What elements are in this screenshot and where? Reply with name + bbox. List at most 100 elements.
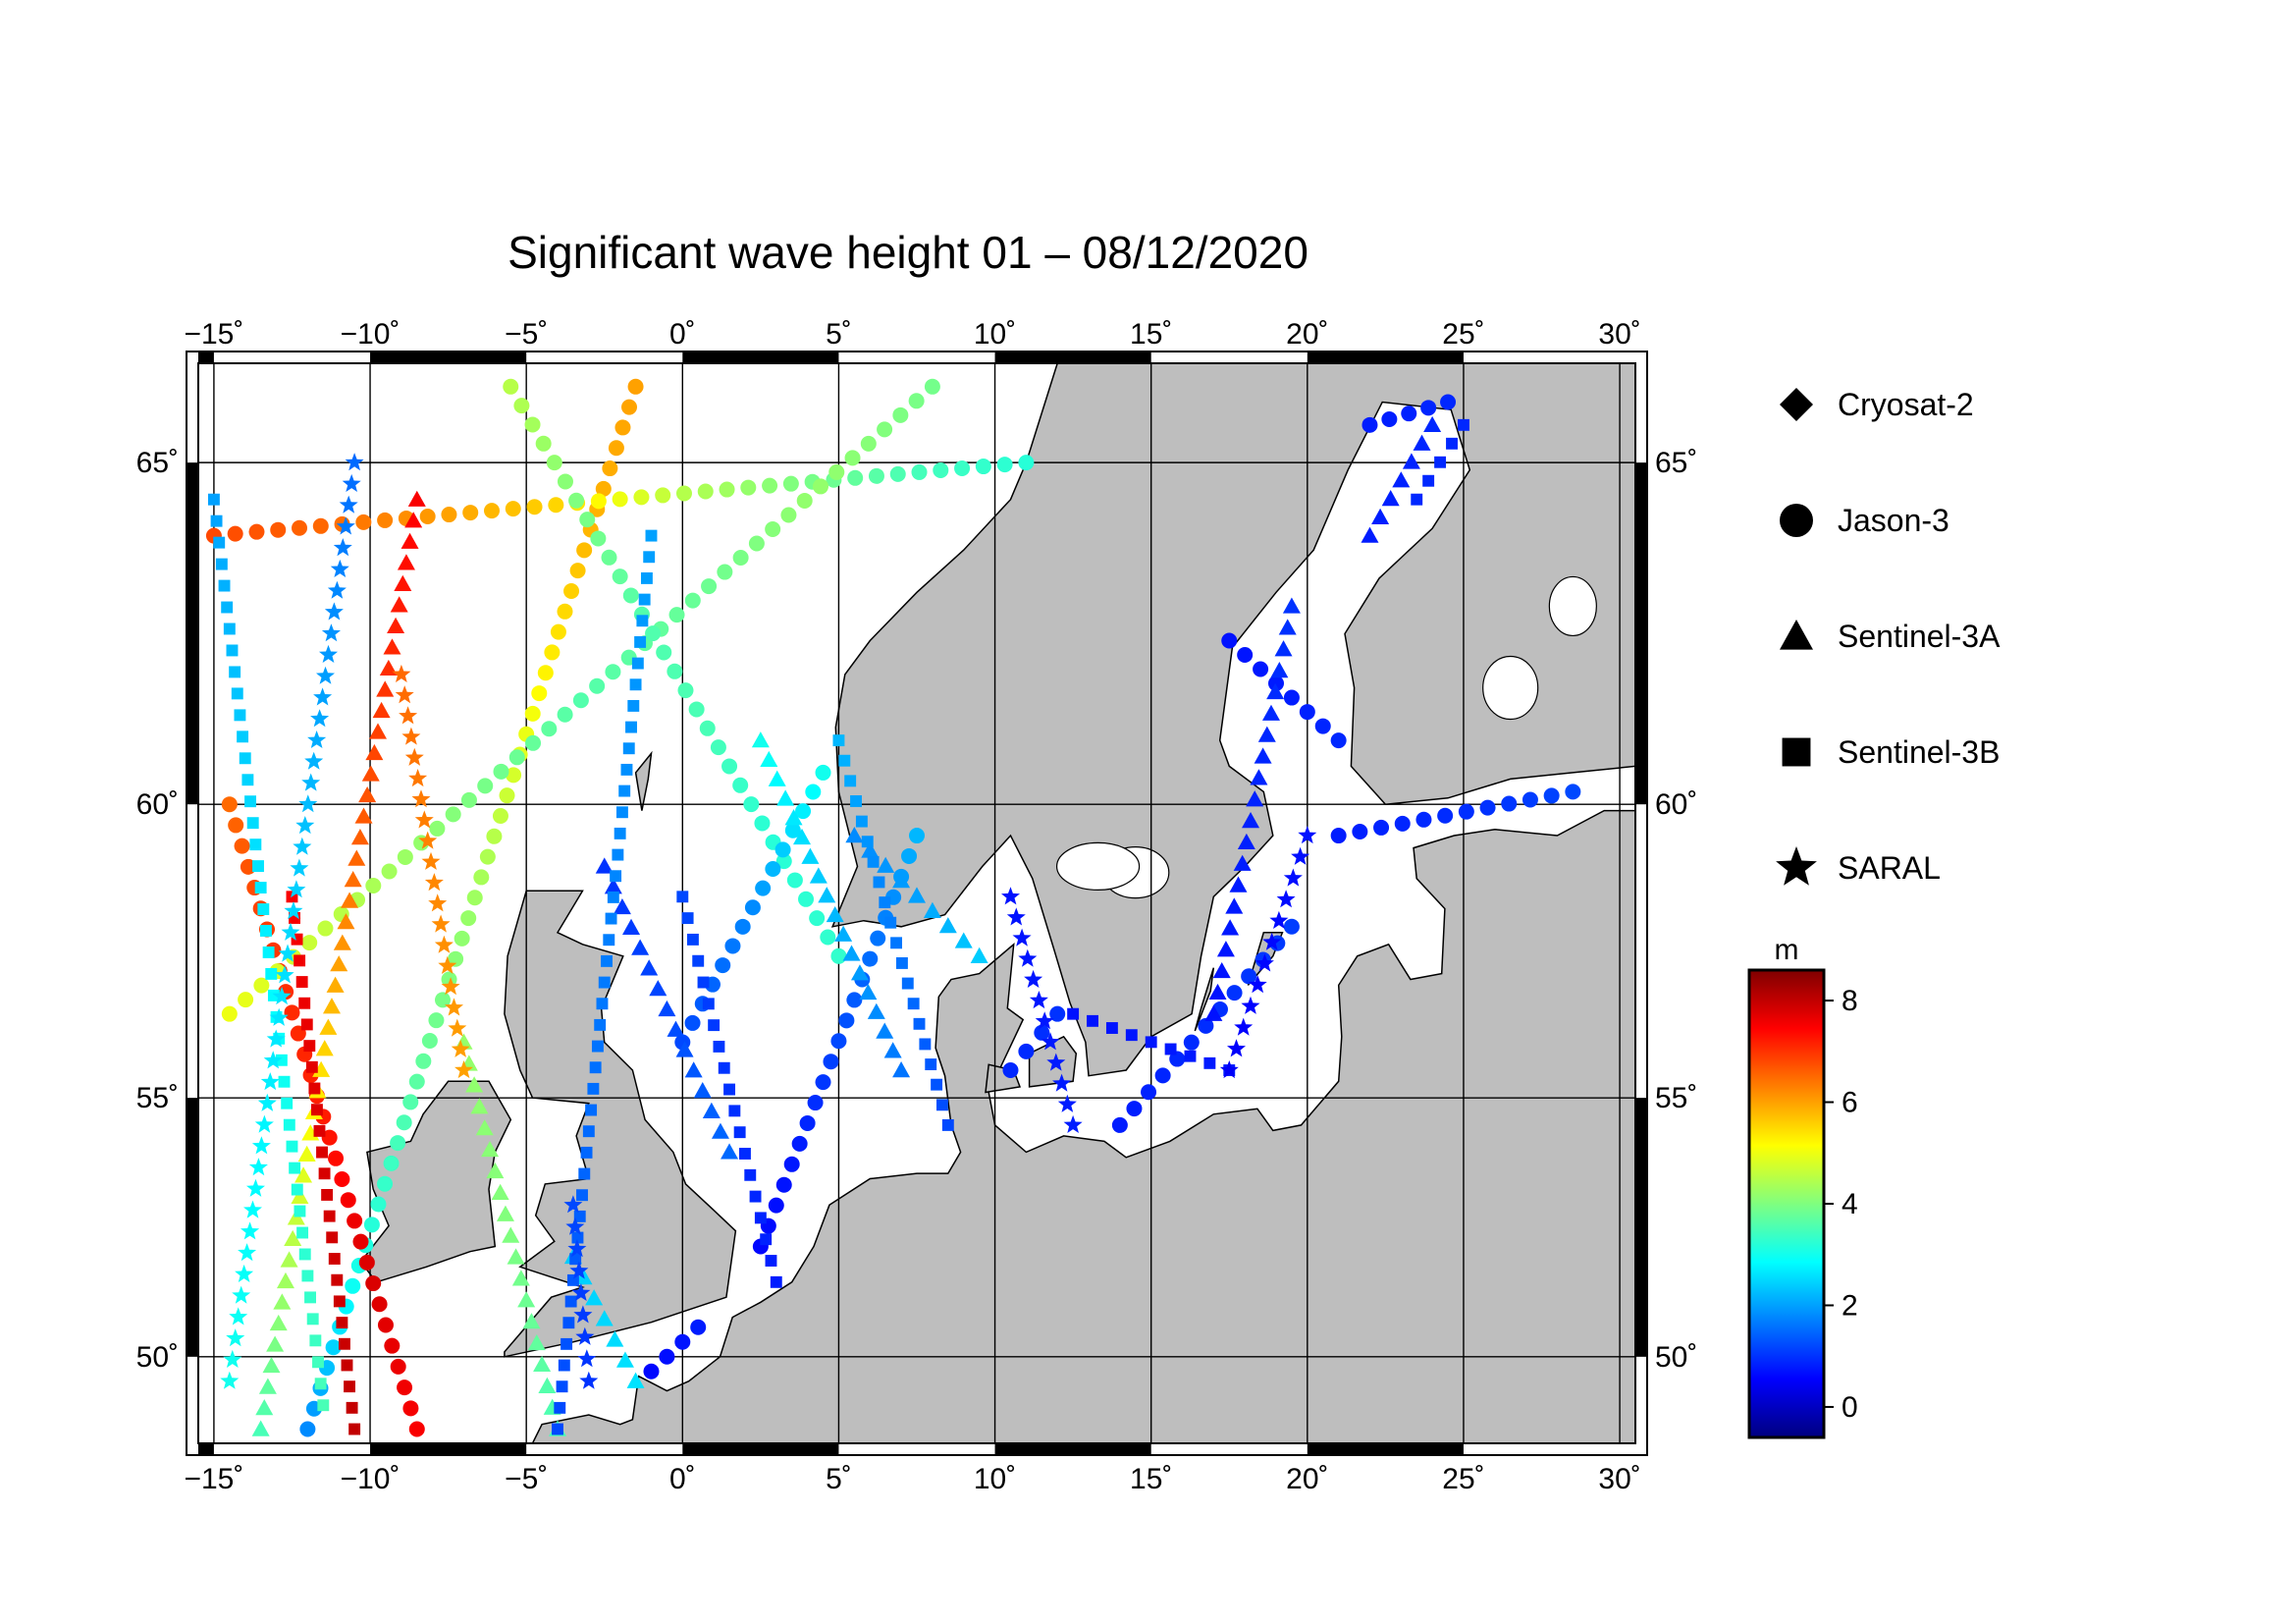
data-point: [333, 934, 351, 950]
data-point: [377, 1175, 394, 1192]
data-point: [333, 1295, 346, 1308]
data-point: [232, 1285, 251, 1304]
data-point: [218, 579, 231, 592]
data-point: [454, 1060, 473, 1079]
data-point: [411, 789, 431, 808]
border-block: [187, 462, 198, 805]
data-point: [221, 601, 234, 614]
data-point: [513, 398, 530, 414]
data-point: [341, 892, 359, 908]
data-point: [1283, 918, 1300, 935]
data-point: [1024, 969, 1043, 988]
data-point: [975, 459, 991, 475]
data-point: [590, 530, 607, 547]
data-point: [640, 571, 653, 584]
border-block: [1307, 352, 1464, 363]
data-point: [1234, 1017, 1254, 1036]
data-point: [262, 1356, 281, 1374]
graticule: [198, 363, 1635, 1443]
data-point: [621, 399, 638, 415]
data-point: [798, 891, 815, 907]
data-point: [667, 663, 683, 679]
data-point: [775, 853, 792, 870]
lake-3: [1548, 575, 1597, 637]
data-point: [780, 507, 797, 523]
data-point: [305, 1060, 318, 1073]
data-point: [938, 917, 957, 934]
data-point: [667, 1020, 685, 1037]
colorbar-tick-label: 6: [1842, 1087, 1858, 1119]
data-point: [408, 769, 428, 787]
data-point: [1204, 1004, 1223, 1021]
data-point: [365, 1275, 382, 1292]
data-point: [901, 847, 918, 864]
data-point: [295, 816, 315, 835]
map-frame: [197, 362, 1636, 1444]
data-point: [1283, 689, 1300, 706]
data-point: [996, 457, 1013, 473]
data-point: [522, 1313, 541, 1329]
data-point: [213, 536, 226, 549]
data-point: [809, 867, 828, 884]
data-point: [407, 490, 426, 507]
legend-label: SARAL: [1838, 850, 1941, 886]
data-point: [862, 950, 879, 967]
data-point: [465, 1076, 484, 1093]
border-block: [198, 352, 214, 363]
data-point: [1371, 508, 1390, 524]
data-point: [838, 754, 851, 767]
legend-label: Jason-3: [1838, 503, 1949, 538]
data-point: [337, 913, 355, 930]
data-point: [850, 964, 869, 981]
data-point: [838, 1012, 855, 1029]
data-point: [892, 1061, 911, 1078]
data-point: [284, 1004, 300, 1021]
data-point: [402, 1094, 419, 1110]
data-point: [221, 1005, 238, 1022]
data-point: [239, 752, 251, 765]
data-point: [310, 1104, 323, 1116]
data-point: [748, 535, 765, 552]
data-point: [645, 529, 658, 542]
data-point: [1458, 418, 1469, 431]
data-point: [492, 807, 508, 824]
data-point: [776, 789, 795, 806]
data-point: [355, 514, 372, 530]
data-point: [845, 827, 864, 843]
data-point: [1105, 1022, 1118, 1034]
data-point: [325, 1339, 342, 1356]
data-point: [569, 563, 586, 579]
data-point: [330, 955, 348, 972]
data-point: [1402, 453, 1420, 469]
data-point: [1029, 991, 1048, 1009]
data-point: [659, 1348, 675, 1365]
data-point: [392, 664, 411, 682]
data-point: [1198, 1017, 1214, 1034]
data-point: [591, 1040, 604, 1053]
colorbar: m 0 2 4 6 8: [1747, 934, 1858, 1439]
data-point: [1352, 823, 1368, 839]
data-point: [604, 878, 622, 894]
data-point: [786, 872, 803, 889]
data-point: [284, 901, 303, 920]
data-point: [301, 773, 321, 791]
data-point: [254, 1114, 274, 1133]
data-point: [525, 734, 542, 751]
data-point: [879, 896, 891, 909]
data-point: [701, 578, 718, 595]
data-point: [419, 508, 436, 524]
data-point: [582, 1125, 595, 1138]
data-point: [291, 1187, 309, 1205]
data-point: [911, 463, 928, 480]
data-point: [286, 1140, 298, 1153]
data-point: [890, 937, 903, 949]
data-point: [1420, 400, 1437, 416]
data-point: [589, 677, 606, 694]
data-point: [390, 1135, 406, 1152]
data-point: [924, 378, 940, 395]
lat-tick-label: 60˚: [1655, 788, 1697, 821]
data-point: [1262, 932, 1282, 950]
data-point: [291, 1183, 303, 1196]
data-point: [260, 1072, 280, 1091]
data-point: [538, 1377, 557, 1393]
